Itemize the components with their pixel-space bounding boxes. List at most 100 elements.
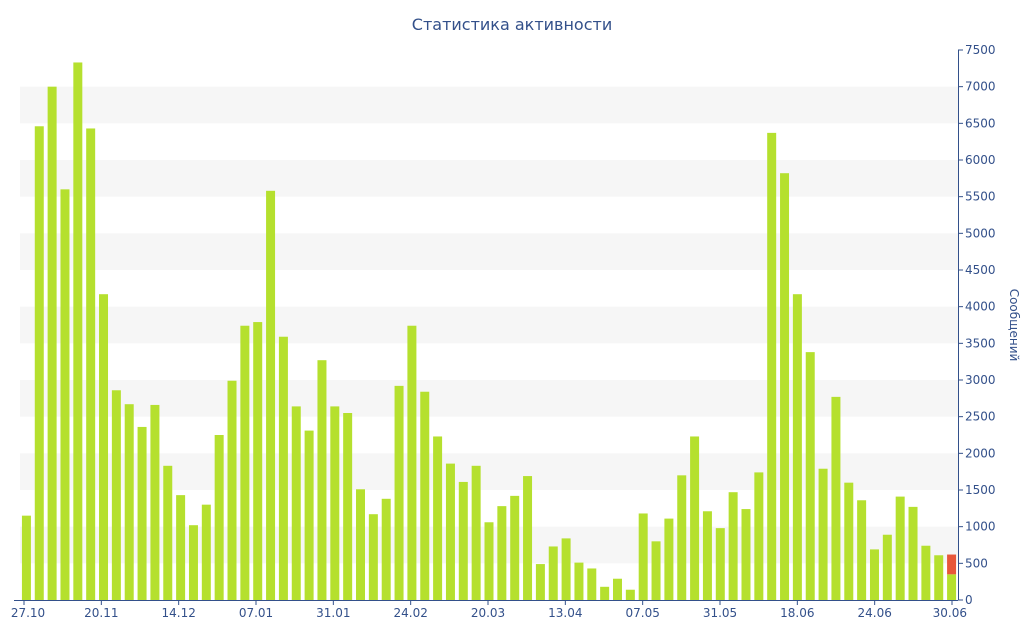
bar	[677, 475, 687, 600]
bar	[844, 482, 854, 600]
bar	[420, 391, 430, 600]
y-tick-label: 1000	[965, 520, 996, 534]
bar	[253, 322, 263, 600]
bar	[715, 528, 725, 600]
bar	[767, 132, 777, 600]
bar	[780, 173, 790, 600]
bar	[612, 578, 622, 600]
bar	[831, 396, 841, 600]
x-tick-label: 31.05	[703, 606, 737, 620]
bar	[908, 506, 918, 600]
x-tick-label: 24.06	[857, 606, 891, 620]
bar	[86, 128, 96, 600]
x-tick-label: 20.11	[84, 606, 118, 620]
bar	[163, 465, 173, 600]
bar	[201, 504, 211, 600]
grid-band	[20, 233, 958, 270]
grid-band	[20, 380, 958, 417]
bar	[792, 294, 802, 600]
bar	[60, 189, 70, 601]
bar	[728, 492, 738, 600]
bar	[638, 513, 648, 600]
grid-band	[20, 160, 958, 197]
bar	[433, 436, 443, 600]
bar	[99, 294, 109, 600]
bar	[600, 586, 610, 600]
bar	[857, 500, 867, 600]
y-tick-label: 6500	[965, 116, 996, 130]
bar	[805, 352, 815, 600]
bar	[754, 472, 764, 600]
y-tick-label: 7500	[965, 43, 996, 57]
bar	[343, 413, 353, 600]
bar	[394, 385, 404, 600]
bar	[741, 509, 751, 600]
x-tick-label: 14.12	[161, 606, 195, 620]
bar	[882, 534, 892, 600]
grid-band	[20, 453, 958, 490]
bar	[124, 404, 134, 600]
y-tick-label: 5000	[965, 226, 996, 240]
bar	[111, 390, 121, 600]
y-tick-label: 6000	[965, 153, 996, 167]
bar	[266, 190, 276, 601]
y-tick-label: 2000	[965, 446, 996, 460]
x-tick-label: 27.10	[11, 606, 45, 620]
bar	[561, 538, 571, 600]
bar	[548, 546, 558, 600]
bar	[895, 496, 905, 600]
chart-title: Статистика активности	[411, 15, 613, 34]
y-tick-label: 1500	[965, 483, 996, 497]
bar	[317, 360, 327, 600]
bar-segment	[947, 554, 957, 575]
y-tick-label: 0	[965, 593, 973, 607]
y-tick-label: 7000	[965, 80, 996, 94]
y-tick-label: 3000	[965, 373, 996, 387]
grid-band	[20, 306, 958, 344]
bar	[137, 426, 147, 600]
bar	[34, 126, 44, 601]
bar	[497, 506, 507, 600]
bar	[535, 564, 545, 600]
bar	[407, 325, 417, 600]
bar	[21, 515, 31, 600]
x-tick-label: 24.02	[393, 606, 427, 620]
x-tick-label: 20.03	[471, 606, 505, 620]
bar	[947, 574, 957, 600]
bar	[574, 562, 584, 600]
bar	[625, 589, 635, 600]
y-tick-label: 4000	[965, 300, 996, 314]
bar	[702, 511, 712, 600]
bar	[304, 430, 314, 600]
bar	[381, 498, 391, 600]
bar	[47, 86, 57, 600]
bar	[921, 545, 931, 600]
bar	[330, 406, 340, 600]
bar	[651, 541, 661, 600]
bar	[445, 463, 455, 600]
bar	[240, 325, 250, 600]
bar	[869, 549, 879, 600]
x-tick-label: 31.01	[316, 606, 350, 620]
bar	[510, 495, 520, 600]
bar	[458, 481, 468, 600]
y-tick-label: 2500	[965, 410, 996, 424]
bar	[176, 495, 186, 600]
bar	[368, 514, 378, 600]
bar	[587, 568, 597, 600]
bar	[227, 380, 237, 600]
bar	[356, 489, 366, 600]
x-tick-label: 18.06	[780, 606, 814, 620]
x-tick-label: 13.04	[548, 606, 582, 620]
grid-band	[20, 86, 958, 124]
y-tick-label: 3500	[965, 336, 996, 350]
bar	[484, 522, 494, 600]
bar	[471, 465, 481, 600]
bar	[818, 468, 828, 600]
x-tick-label: 07.05	[625, 606, 659, 620]
bar	[150, 404, 160, 600]
bar	[278, 336, 288, 600]
bar	[214, 435, 224, 600]
